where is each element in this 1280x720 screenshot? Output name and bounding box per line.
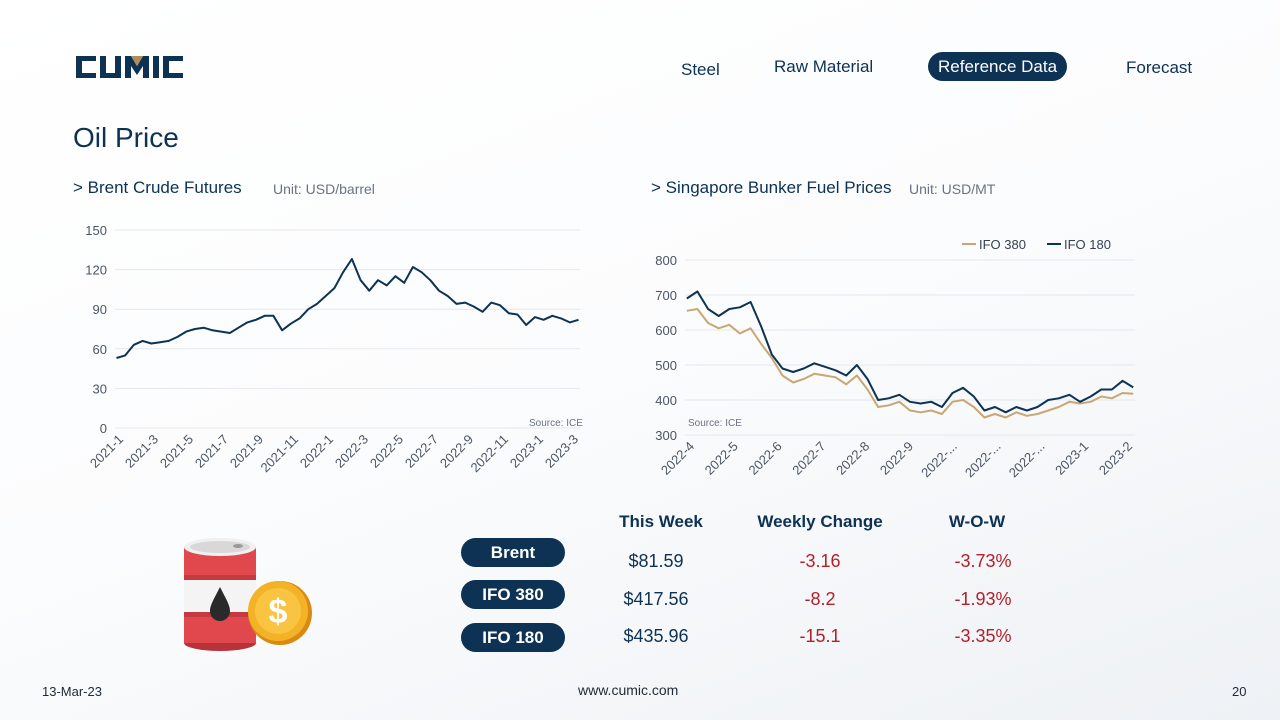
brent-this-week: $81.59 — [628, 551, 684, 571]
footer-date: 13-Mar-23 — [42, 684, 102, 699]
y-tick-label: 150 — [85, 223, 107, 238]
x-tick-label: 2022-5 — [367, 432, 406, 471]
x-tick-label: 2021-11 — [257, 432, 301, 476]
x-tick-label: 2023-1 — [507, 432, 546, 471]
brent-unit: Unit: USD/barrel — [273, 181, 375, 197]
y-tick-label: 300 — [655, 428, 677, 443]
oil-barrel-icon: $ — [184, 538, 312, 651]
bunker-section-title: > Singapore Bunker Fuel Prices — [651, 178, 892, 197]
ifo380-this-week: $417.56 — [623, 589, 689, 609]
ifo380-weekly-change: -8.2 — [804, 589, 836, 609]
ifo180-wow: -3.35% — [954, 626, 1012, 646]
x-tick-label: 2022-6 — [745, 439, 784, 478]
nav-forecast[interactable]: Forecast — [1126, 58, 1193, 77]
x-tick-label: 2022-7 — [402, 432, 441, 471]
bunker-unit: Unit: USD/MT — [909, 181, 996, 197]
x-tick-label: 2022-5 — [702, 439, 741, 478]
y-tick-label: 0 — [100, 421, 107, 436]
col-wow: W-O-W — [948, 512, 1006, 531]
y-tick-label: 400 — [655, 393, 677, 408]
series-line-ifo-180 — [686, 290, 1134, 414]
page-number: 20 — [1232, 684, 1247, 699]
x-tick-label: 2021-3 — [122, 432, 161, 471]
row-label-ifo180: IFO 180 — [461, 623, 565, 652]
brent-source: Source: ICE — [529, 418, 583, 429]
y-tick-label: 60 — [93, 342, 107, 357]
ifo380-wow: -1.93% — [954, 589, 1012, 609]
series-line-ifo-380 — [686, 308, 1134, 419]
nav-steel[interactable]: Steel — [681, 60, 720, 79]
legend-label: IFO 180 — [1064, 237, 1111, 252]
nav-reference-data[interactable]: Reference Data — [928, 52, 1068, 81]
x-tick-label: 2022-3 — [332, 432, 371, 471]
x-tick-label: 2023-1 — [1052, 439, 1091, 478]
x-tick-label: 2022-8 — [833, 439, 872, 478]
x-tick-label: 2021-5 — [157, 432, 196, 471]
y-tick-label: 800 — [655, 253, 677, 268]
x-tick-label: 2023-2 — [1096, 439, 1135, 478]
y-tick-label: 700 — [655, 288, 677, 303]
y-tick-label: 500 — [655, 358, 677, 373]
x-tick-label: 2022-4 — [658, 439, 697, 478]
bunker-source: Source: ICE — [688, 418, 742, 429]
brent-section-title: > Brent Crude Futures — [73, 178, 242, 197]
legend-label: IFO 380 — [979, 237, 1026, 252]
x-tick-label: 2022-... — [962, 439, 1004, 481]
brent-weekly-change: -3.16 — [799, 551, 841, 571]
y-tick-label: 90 — [93, 302, 107, 317]
y-tick-label: 120 — [85, 263, 107, 278]
x-tick-label: 2022-... — [1006, 439, 1048, 481]
page-title: Oil Price — [73, 122, 179, 153]
x-tick-label: 2023-3 — [542, 432, 581, 471]
cumic-logo — [76, 56, 183, 78]
series-line-brent — [116, 258, 579, 359]
col-this-week: This Week — [619, 512, 703, 531]
y-tick-label: 30 — [93, 381, 107, 396]
x-tick-label: 2022-7 — [789, 439, 828, 478]
y-tick-label: 600 — [655, 323, 677, 338]
x-tick-label: 2022-11 — [467, 432, 511, 476]
x-tick-label: 2021-7 — [192, 432, 231, 471]
row-label-brent: Brent — [461, 538, 565, 567]
x-tick-label: 2022-9 — [877, 439, 916, 478]
x-tick-label: 2021-1 — [87, 432, 126, 471]
brent-wow: -3.73% — [954, 551, 1012, 571]
nav-raw-material[interactable]: Raw Material — [774, 57, 874, 76]
svg-text:$: $ — [269, 593, 288, 631]
ifo180-weekly-change: -15.1 — [799, 626, 841, 646]
ifo180-this-week: $435.96 — [623, 626, 689, 646]
col-weekly-change: Weekly Change — [757, 512, 883, 531]
row-label-ifo380: IFO 380 — [461, 580, 565, 609]
x-tick-label: 2022-1 — [297, 432, 336, 471]
footer-website[interactable]: www.cumic.com — [578, 682, 679, 698]
x-tick-label: 2022-... — [918, 439, 960, 481]
